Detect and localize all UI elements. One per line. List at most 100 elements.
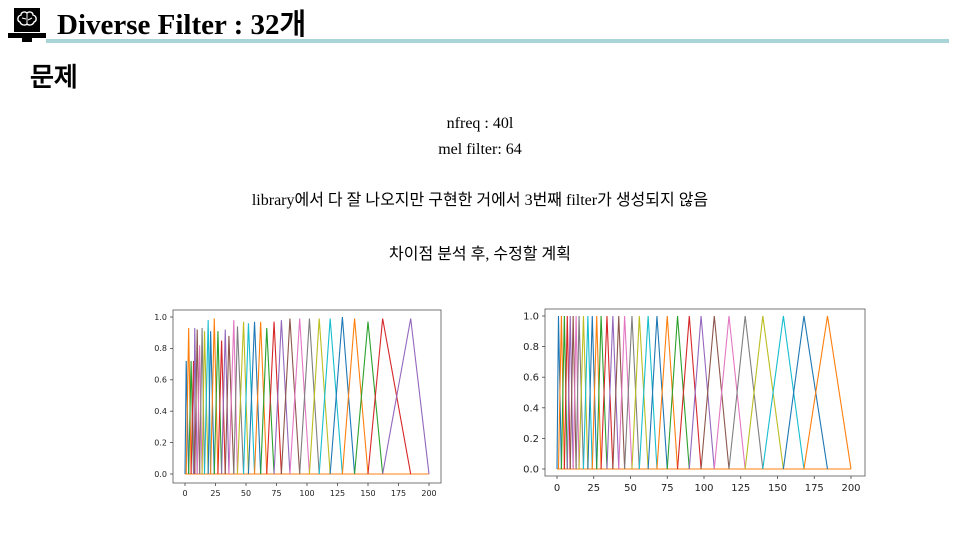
filter-series-11	[207, 331, 215, 475]
filter-series-10	[582, 315, 593, 470]
filter-series-17	[618, 315, 633, 470]
slide-title: Diverse Filter : 32개	[57, 9, 307, 41]
filter-series-10	[203, 320, 212, 475]
filter-series-7	[572, 315, 580, 470]
filter-series-29	[744, 315, 784, 470]
y-tick-label: 0.4	[523, 403, 539, 414]
filter-series-25	[273, 320, 291, 475]
filter-series-8	[199, 327, 206, 475]
y-tick-label: 0.6	[523, 373, 539, 384]
x-tick-label: 125	[731, 483, 750, 494]
filter-series-12	[591, 315, 602, 470]
y-tick-label: 0.0	[523, 465, 539, 476]
filter-series-15	[221, 329, 230, 475]
x-tick-label: 25	[587, 483, 600, 494]
x-tick-label: 150	[768, 483, 787, 494]
x-tick-label: 0	[182, 489, 187, 498]
x-tick-label: 100	[299, 489, 314, 498]
section-heading: 문제	[30, 63, 78, 93]
x-tick-label: 175	[391, 489, 406, 498]
filter-series-16	[224, 335, 235, 475]
y-tick-label: 0.0	[154, 470, 167, 479]
filter-series-11	[587, 315, 598, 470]
filter-series-3	[560, 315, 568, 470]
x-tick-label: 125	[330, 489, 345, 498]
filter-series-5	[192, 327, 198, 475]
filter-series-27	[289, 318, 310, 475]
filter-series-1	[556, 315, 562, 470]
x-tick-label: 75	[661, 483, 674, 494]
filter-series-16	[612, 315, 626, 470]
filter-series-28	[299, 318, 320, 475]
title-underline	[46, 39, 949, 43]
filter-series-32	[341, 318, 369, 475]
filter-series-8	[575, 315, 585, 470]
y-tick-label: 0.2	[154, 438, 167, 447]
filter-series-34	[367, 318, 412, 475]
filter-series-32	[803, 315, 852, 470]
filter-series-33	[354, 321, 384, 475]
filter-series-4	[563, 315, 571, 470]
x-tick-label: 200	[841, 483, 860, 494]
filter-series-15	[606, 315, 620, 470]
filter-series-30	[318, 318, 343, 475]
filter-series-22	[656, 315, 679, 470]
filter-series-14	[217, 340, 226, 475]
plan-line: 차이점 분석 후, 수정할 계획	[389, 246, 571, 263]
filter-series-24	[676, 315, 702, 470]
filter-series-19	[236, 321, 249, 475]
filter-series-26	[280, 318, 301, 475]
filter-series-35	[382, 318, 430, 475]
filter-series-9	[578, 315, 589, 470]
implemented-filter-chart: 0 25 50 75 100 125 150 175 200 0.0 0.2 0.4 0.6 0.8 1.0	[523, 308, 866, 494]
filter-series-25	[688, 315, 715, 470]
x-tick-label: 25	[210, 489, 220, 498]
filter-series-31	[782, 315, 829, 470]
y-tick-label: 0.6	[154, 376, 167, 385]
filter-series-19	[631, 315, 649, 470]
x-tick-label: 200	[421, 489, 436, 498]
problem-description: library에서 다 잘 나오지만 구현한 거에서 3번째 filter가 생…	[251, 192, 709, 209]
library-filter-chart: 0 25 50 75 100 125 150 175 200 0.0 0.2 0.4 0.6 0.8 1.0	[154, 309, 442, 498]
plot-frame	[172, 309, 442, 484]
filter-series-28	[728, 315, 764, 470]
filter-series-21	[247, 321, 262, 475]
filter-series-30	[762, 315, 805, 470]
y-tick-label: 1.0	[523, 312, 539, 323]
filter-series-5	[566, 315, 574, 470]
x-tick-label: 50	[241, 489, 251, 498]
filter-series-13	[596, 315, 608, 470]
filter-series-20	[243, 323, 256, 475]
filter-series-7	[196, 345, 203, 475]
plot-frame	[544, 308, 866, 477]
filter-series-31	[329, 316, 356, 475]
filter-series-27	[713, 315, 746, 470]
filter-series-23	[260, 327, 275, 475]
mel-filter-line: mel filter: 64	[438, 141, 522, 158]
filter-series-17	[228, 320, 239, 475]
filter-series-18	[624, 315, 640, 470]
filter-series-29	[308, 318, 331, 475]
filter-series-14	[600, 315, 614, 470]
filter-series-24	[266, 321, 282, 475]
x-tick-label: 150	[360, 489, 375, 498]
filter-series-13	[213, 331, 223, 475]
filter-series-2	[185, 327, 192, 475]
filter-series-6	[569, 315, 577, 470]
filter-series-20	[638, 315, 658, 470]
y-tick-label: 0.2	[523, 434, 539, 445]
filter-series-18	[233, 326, 245, 475]
filter-series-3	[188, 360, 195, 475]
filter-series-26	[700, 315, 730, 470]
y-tick-label: 0.8	[154, 344, 167, 353]
y-tick-label: 0.4	[154, 407, 167, 416]
x-tick-label: 75	[271, 489, 281, 498]
filter-series-22	[253, 321, 268, 475]
x-tick-label: 175	[805, 483, 824, 494]
filter-series-12	[210, 318, 219, 475]
y-tick-label: 0.8	[523, 342, 539, 353]
filter-series-9	[201, 331, 209, 475]
x-tick-label: 0	[554, 483, 560, 494]
filter-series-21	[647, 315, 668, 470]
nfreq-line: nfreq : 40l	[446, 115, 514, 132]
